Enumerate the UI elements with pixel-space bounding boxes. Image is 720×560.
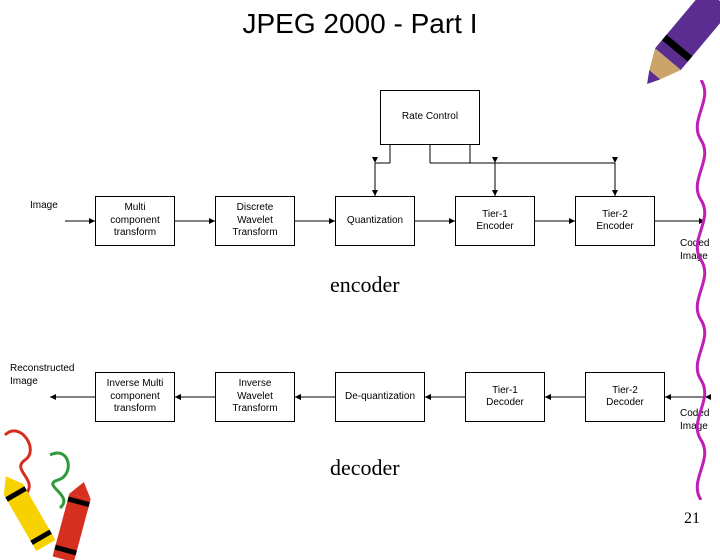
- encoder-quant-box: Quantization: [335, 196, 415, 246]
- rate-control-label: Rate Control: [402, 111, 458, 124]
- page-title: JPEG 2000 - Part I: [0, 8, 720, 40]
- squiggle-icon: [686, 80, 716, 500]
- encoder-section-label: encoder: [330, 272, 400, 298]
- rate-control-box: Rate Control: [380, 90, 480, 145]
- encoder-t2e-box: Tier-2Encoder: [575, 196, 655, 246]
- decoder-input-line1: Reconstructed: [10, 363, 74, 374]
- decoder-section-label: decoder: [330, 455, 400, 481]
- decoder-t1d-box: Tier-1Decoder: [465, 372, 545, 422]
- decoder-input-line2: Image: [10, 376, 38, 387]
- decoder-idwt-box: InverseWaveletTransform: [215, 372, 295, 422]
- encoder-dwt-box: DiscreteWaveletTransform: [215, 196, 295, 246]
- page-number: 21: [684, 510, 700, 528]
- decoder-t2d-box: Tier-2Decoder: [585, 372, 665, 422]
- encoder-t1e-box: Tier-1Encoder: [455, 196, 535, 246]
- decoder-imct-box: Inverse Multicomponenttransform: [95, 372, 175, 422]
- crayon-cluster-icon: [0, 400, 140, 560]
- decoder-dequ-box: De-quantization: [335, 372, 425, 422]
- decoder-input-label: Reconstructed Image: [10, 363, 74, 388]
- encoder-input-label: Image: [30, 200, 58, 213]
- encoder-mct-box: Multicomponenttransform: [95, 196, 175, 246]
